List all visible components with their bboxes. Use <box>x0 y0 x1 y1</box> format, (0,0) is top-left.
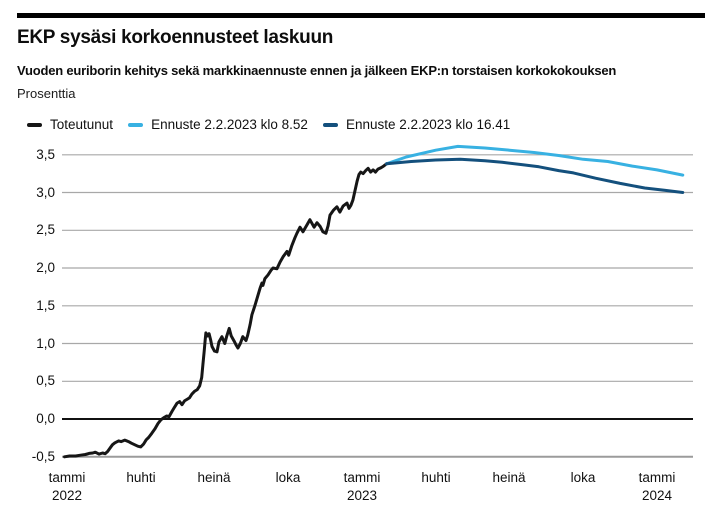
gridlines <box>62 154 693 458</box>
chart-subtitle: Vuoden euriborin kehitys sekä markkinaen… <box>17 63 617 78</box>
x-tick-label: heinä <box>474 469 544 487</box>
x-tick-month: loka <box>275 470 301 485</box>
x-tick-month: loka <box>570 470 596 485</box>
x-tick-label: tammi 2024 <box>622 469 692 505</box>
legend-swatch-forecast-morning <box>128 122 144 127</box>
legend-swatch-forecast-afternoon <box>322 122 338 127</box>
x-tick-month: tammi <box>48 470 86 485</box>
y-tick-label: 2,0 <box>36 260 55 275</box>
series-line-forecast-morning <box>385 144 685 177</box>
series-lines <box>63 144 685 459</box>
x-tick-month: tammi <box>638 470 676 485</box>
x-tick-label: heinä <box>179 469 249 487</box>
x-tick-month: huhti <box>421 470 451 485</box>
x-tick-month: heinä <box>197 470 231 485</box>
y-tick-label: 1,0 <box>36 336 55 351</box>
series-line-actual <box>63 162 389 459</box>
y-tick-label: 0,0 <box>36 411 55 426</box>
x-tick-year: 2023 <box>346 488 378 503</box>
y-tick-label: 3,5 <box>36 147 55 162</box>
y-tick-label: 1,5 <box>36 298 55 313</box>
legend-label-actual: Toteutunut <box>50 117 114 132</box>
x-tick-year: 2024 <box>641 488 673 503</box>
page-title: EKP sysäsi korkoennusteet laskuun <box>17 27 334 48</box>
x-tick-label: tammi 2022 <box>32 469 102 505</box>
legend-label-forecast-morning: Ennuste 2.2.2023 klo 8.52 <box>151 117 308 132</box>
legend: Toteutunut Ennuste 2.2.2023 klo 8.52 Enn… <box>27 117 510 132</box>
unit-label: Prosenttia <box>17 86 76 101</box>
x-tick-month: tammi <box>343 470 381 485</box>
x-tick-label: loka <box>548 469 618 487</box>
x-tick-label: loka <box>253 469 323 487</box>
legend-item-forecast-morning: Ennuste 2.2.2023 klo 8.52 <box>128 117 308 132</box>
x-tick-label: tammi 2023 <box>327 469 397 505</box>
y-tick-label: 3,0 <box>36 185 55 200</box>
x-tick-label: huhti <box>106 469 176 487</box>
x-tick-month: heinä <box>492 470 526 485</box>
x-tick-month: huhti <box>126 470 156 485</box>
legend-item-forecast-afternoon: Ennuste 2.2.2023 klo 16.41 <box>322 117 511 132</box>
top-rule <box>17 13 705 18</box>
y-tick-label: -0,5 <box>31 449 55 464</box>
legend-item-actual: Toteutunut <box>27 117 113 132</box>
series-line-forecast-afternoon <box>385 157 685 194</box>
legend-swatch-actual <box>27 122 42 127</box>
y-tick-label: 2,5 <box>36 222 55 237</box>
y-tick-label: 0,5 <box>36 373 55 388</box>
x-tick-year: 2022 <box>51 488 83 503</box>
x-tick-label: huhti <box>401 469 471 487</box>
legend-label-forecast-afternoon: Ennuste 2.2.2023 klo 16.41 <box>345 117 511 132</box>
